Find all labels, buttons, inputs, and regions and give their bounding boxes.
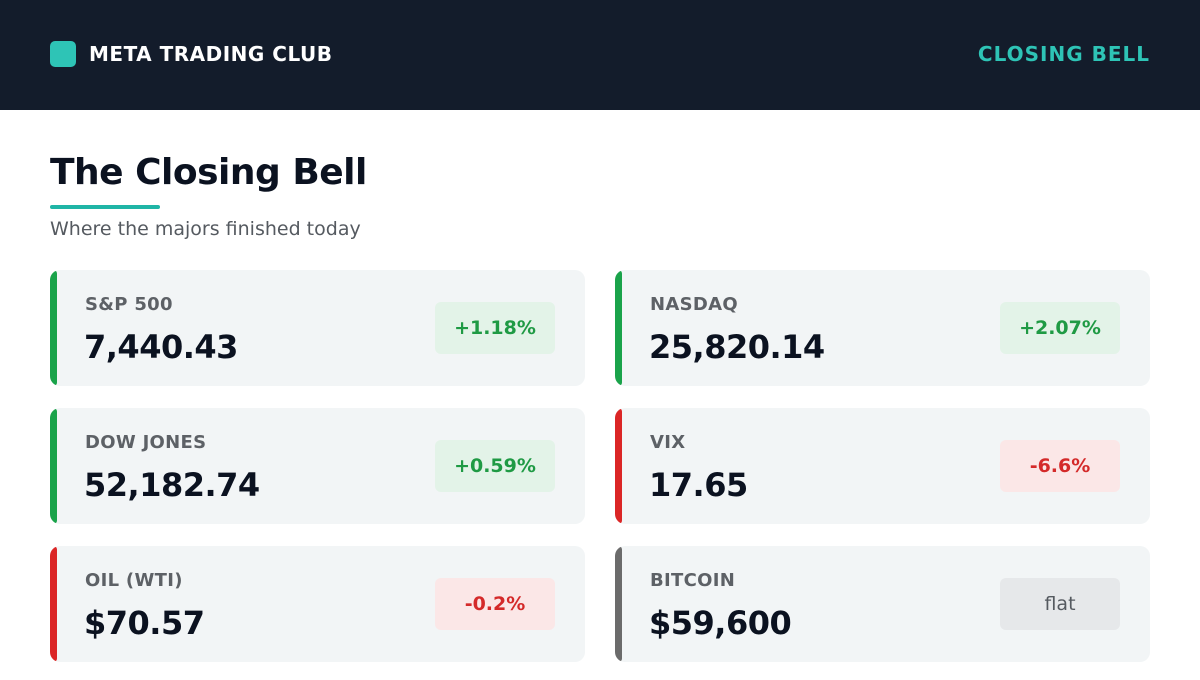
market-label: NASDAQ: [650, 294, 738, 315]
change-badge: -0.2%: [435, 578, 555, 630]
market-label: DOW JONES: [85, 432, 207, 453]
brand[interactable]: META TRADING CLUB: [50, 40, 332, 68]
direction-accent-bar: [615, 270, 622, 386]
change-badge: -6.6%: [1000, 440, 1120, 492]
direction-accent-bar: [50, 546, 57, 662]
market-grid: S&P 500 7,440.43 +1.18% NASDAQ 25,820.14…: [50, 270, 1150, 662]
market-card-nasdaq[interactable]: NASDAQ 25,820.14 +2.07%: [615, 270, 1150, 386]
change-badge: +2.07%: [1000, 302, 1120, 354]
market-value: $59,600: [649, 604, 792, 642]
section-label: CLOSING BELL: [977, 42, 1150, 66]
market-card-bitcoin[interactable]: BITCOIN $59,600 flat: [615, 546, 1150, 662]
direction-accent-bar: [615, 546, 622, 662]
page-title: The Closing Bell: [50, 152, 367, 193]
market-label: S&P 500: [85, 294, 173, 315]
market-label: OIL (WTI): [85, 570, 183, 591]
direction-accent-bar: [50, 408, 57, 524]
market-value: 17.65: [649, 466, 748, 504]
market-value: $70.57: [84, 604, 205, 642]
change-badge: flat: [1000, 578, 1120, 630]
direction-accent-bar: [50, 270, 57, 386]
direction-accent-bar: [615, 408, 622, 524]
market-card-sp500[interactable]: S&P 500 7,440.43 +1.18%: [50, 270, 585, 386]
change-badge: +0.59%: [435, 440, 555, 492]
title-underline: [50, 205, 160, 209]
square-logo-icon: [50, 41, 76, 67]
page-subtitle: Where the majors finished today: [50, 218, 361, 240]
change-badge: +1.18%: [435, 302, 555, 354]
brand-name: META TRADING CLUB: [89, 42, 333, 66]
market-value: 7,440.43: [84, 328, 238, 366]
market-card-oil-wti[interactable]: OIL (WTI) $70.57 -0.2%: [50, 546, 585, 662]
market-value: 25,820.14: [649, 328, 825, 366]
market-value: 52,182.74: [84, 466, 260, 504]
market-card-dow-jones[interactable]: DOW JONES 52,182.74 +0.59%: [50, 408, 585, 524]
market-label: BITCOIN: [650, 570, 736, 591]
market-card-vix[interactable]: VIX 17.65 -6.6%: [615, 408, 1150, 524]
market-label: VIX: [650, 432, 686, 453]
top-bar: META TRADING CLUB CLOSING BELL: [0, 0, 1200, 110]
